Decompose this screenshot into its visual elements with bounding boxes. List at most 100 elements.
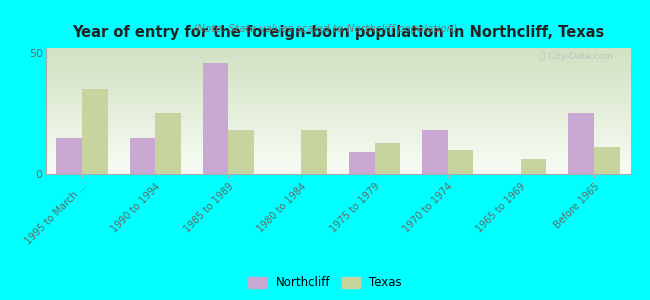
Bar — [448, 150, 473, 174]
Bar — [46, 151, 630, 153]
Bar — [203, 62, 228, 174]
Bar — [46, 66, 630, 67]
Bar — [46, 77, 630, 78]
Bar — [521, 160, 547, 174]
Bar — [46, 90, 630, 91]
Bar — [46, 118, 630, 120]
Bar — [46, 59, 630, 61]
Title: Year of entry for the foreign-born population in Northcliff, Texas: Year of entry for the foreign-born popul… — [72, 25, 604, 40]
Bar — [46, 150, 630, 151]
Bar — [46, 115, 630, 116]
Bar — [46, 153, 630, 154]
Bar — [46, 145, 630, 146]
Bar — [46, 76, 630, 77]
Bar — [46, 156, 630, 158]
Bar — [46, 112, 630, 113]
Bar — [129, 138, 155, 174]
Bar — [46, 68, 630, 69]
Bar — [228, 130, 254, 174]
Bar — [46, 139, 630, 140]
Bar — [46, 124, 630, 125]
Bar — [46, 169, 630, 170]
Text: (Note: State values scaled to Northcliff population): (Note: State values scaled to Northcliff… — [193, 23, 457, 34]
Bar — [46, 100, 630, 101]
Bar — [568, 113, 594, 174]
Bar — [57, 138, 82, 174]
Bar — [46, 82, 630, 83]
Bar — [46, 91, 630, 92]
Bar — [46, 141, 630, 142]
Bar — [46, 50, 630, 52]
Bar — [46, 125, 630, 126]
Bar — [374, 142, 400, 174]
Bar — [46, 144, 630, 145]
Bar — [46, 58, 630, 59]
Bar — [302, 130, 327, 174]
Bar — [46, 135, 630, 136]
Bar — [46, 142, 630, 144]
Bar — [46, 103, 630, 105]
Bar — [46, 134, 630, 135]
Bar — [46, 128, 630, 129]
Bar — [46, 148, 630, 149]
Bar — [46, 136, 630, 137]
Bar — [46, 71, 630, 72]
Bar — [46, 130, 630, 131]
Bar — [46, 63, 630, 64]
Bar — [46, 94, 630, 96]
Bar — [46, 49, 630, 50]
Bar — [46, 62, 630, 63]
Bar — [46, 57, 630, 58]
Bar — [46, 164, 630, 165]
Bar — [46, 73, 630, 74]
Bar — [46, 97, 630, 98]
Bar — [46, 92, 630, 93]
Bar — [155, 113, 181, 174]
Bar — [46, 80, 630, 81]
Bar — [46, 160, 630, 161]
Bar — [46, 155, 630, 156]
Bar — [46, 165, 630, 166]
Bar — [46, 109, 630, 110]
Bar — [46, 48, 630, 49]
Bar — [46, 107, 630, 109]
Bar — [46, 137, 630, 139]
Bar — [46, 122, 630, 124]
Bar — [46, 61, 630, 62]
Bar — [46, 113, 630, 115]
Bar — [46, 158, 630, 159]
Bar — [46, 159, 630, 160]
Bar — [46, 168, 630, 169]
Bar — [46, 167, 630, 168]
Bar — [46, 67, 630, 68]
Bar — [46, 126, 630, 128]
Bar — [46, 116, 630, 117]
Bar — [46, 102, 630, 104]
Bar — [46, 149, 630, 150]
Bar — [46, 173, 630, 174]
Bar — [46, 117, 630, 119]
Bar — [46, 154, 630, 155]
Bar — [46, 131, 630, 132]
Bar — [46, 140, 630, 141]
Bar — [82, 89, 108, 174]
Bar — [46, 64, 630, 66]
Bar — [46, 106, 630, 107]
Bar — [46, 74, 630, 76]
Bar — [594, 147, 619, 174]
Bar — [46, 93, 630, 94]
Bar — [46, 96, 630, 97]
Bar — [46, 163, 630, 164]
Bar — [349, 152, 374, 174]
Bar — [46, 170, 630, 172]
Bar — [46, 105, 630, 106]
Bar — [46, 78, 630, 80]
Bar — [46, 101, 630, 102]
Bar — [46, 81, 630, 82]
Text: ⓘ City-Data.com: ⓘ City-Data.com — [540, 52, 613, 61]
Bar — [46, 132, 630, 134]
Bar — [46, 69, 630, 71]
Bar — [46, 111, 630, 112]
Bar — [46, 53, 630, 54]
Bar — [46, 161, 630, 163]
